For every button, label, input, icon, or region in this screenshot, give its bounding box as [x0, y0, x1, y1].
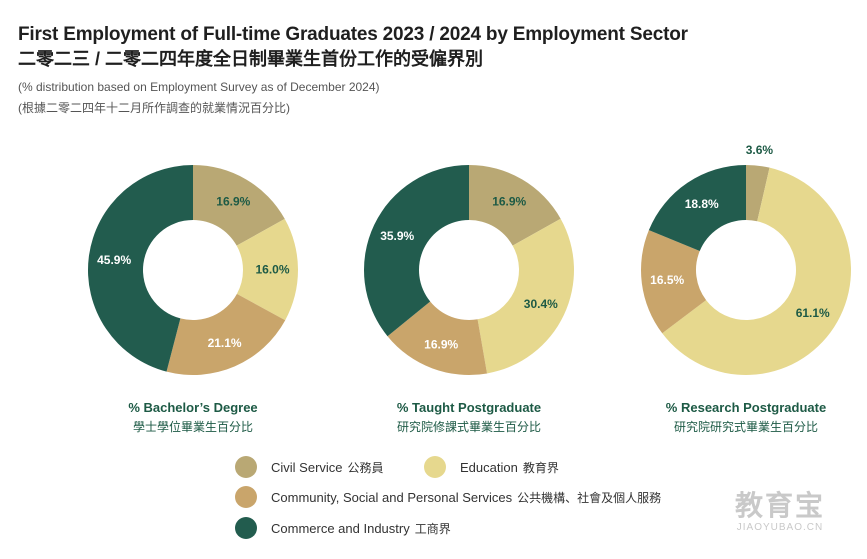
slice-taught-commerce	[364, 165, 469, 337]
slice-bachelor-commerce	[87, 165, 193, 372]
data-label-taught-commerce: 35.9%	[380, 229, 414, 243]
chart-subtitle-zh: (根據二零二四年十二月所作調查的就業情況百分比)	[18, 101, 290, 115]
caption-bachelor: % Bachelor’s Degree 學士學位畢業生百分比	[83, 400, 303, 435]
slice-bachelor-community	[166, 293, 286, 375]
legend-label-en: Civil Service	[271, 459, 343, 475]
watermark-zh: 教育宝	[735, 490, 826, 521]
watermark-en: JIAOYUBAO.CN	[736, 522, 824, 533]
slice-research-community	[641, 230, 707, 334]
legend-item-education: Education 教育界	[424, 456, 559, 478]
legend-label-en: Community, Social and Personal Services	[271, 489, 513, 505]
caption-research: % Research Postgraduate 研究院研究式畢業生百分比	[636, 400, 856, 435]
legend-label-zh: 公務員	[347, 460, 384, 475]
data-label-research-education: 61.1%	[796, 306, 830, 320]
data-label-research-civil-service: 3.6%	[746, 143, 774, 157]
legend-swatch-commerce	[235, 517, 257, 539]
legend-item-civil-service: Civil Service 公務員	[235, 456, 384, 478]
legend-label-zh: 公共機構、社會及個人服務	[517, 490, 662, 505]
data-label-bachelor-education: 16.0%	[255, 263, 289, 277]
slice-taught-community	[387, 301, 488, 375]
data-label-taught-education: 30.4%	[524, 297, 558, 311]
caption-bachelor-en: % Bachelor’s Degree	[128, 400, 258, 415]
legend-item-commerce: Commerce and Industry 工商界	[235, 517, 451, 539]
data-label-bachelor-commerce: 45.9%	[97, 253, 131, 267]
legend-swatch-community	[235, 486, 257, 508]
legend-label-en: Education	[460, 459, 518, 475]
data-label-bachelor-civil-service: 16.9%	[216, 194, 250, 208]
data-label-taught-community: 16.9%	[424, 337, 458, 351]
legend-label-en: Commerce and Industry	[271, 520, 410, 536]
slice-research-education	[662, 167, 852, 375]
data-label-research-community: 16.5%	[650, 273, 684, 287]
caption-research-zh: 研究院研究式畢業生百分比	[673, 420, 818, 434]
watermark-logo: 教育宝 JIAOYUBAO.CN	[735, 484, 825, 533]
chart-title-en: First Employment of Full-time Graduates …	[18, 24, 688, 45]
data-label-research-commerce: 18.8%	[685, 197, 719, 211]
caption-taught: % Taught Postgraduate 研究院修課式畢業生百分比	[359, 400, 579, 435]
caption-research-en: % Research Postgraduate	[665, 400, 827, 415]
legend-label-zh: 工商界	[414, 521, 451, 536]
legend-label-zh: 教育界	[522, 460, 559, 475]
legend-swatch-civil-service	[235, 456, 257, 478]
slice-research-commerce	[648, 165, 746, 252]
legend-item-community: Community, Social and Personal Services …	[235, 486, 661, 508]
data-label-taught-civil-service: 16.9%	[492, 194, 526, 208]
slice-bachelor-civil-service	[193, 165, 285, 246]
slice-bachelor-education	[236, 218, 299, 321]
slice-research-civil-service	[746, 165, 770, 222]
legend-swatch-education	[424, 456, 446, 478]
caption-bachelor-zh: 學士學位畢業生百分比	[132, 420, 253, 434]
data-label-bachelor-community: 21.1%	[208, 336, 242, 350]
caption-taught-en: % Taught Postgraduate	[396, 400, 542, 415]
chart-title-zh: 二零二三 / 二零二四年度全日制畢業生首份工作的受僱界別	[18, 49, 484, 69]
chart-subtitle-en: (% distribution based on Employment Surv…	[18, 80, 380, 94]
slice-taught-education	[477, 218, 575, 374]
slice-taught-civil-service	[469, 165, 561, 246]
caption-taught-zh: 研究院修課式畢業生百分比	[396, 420, 541, 434]
